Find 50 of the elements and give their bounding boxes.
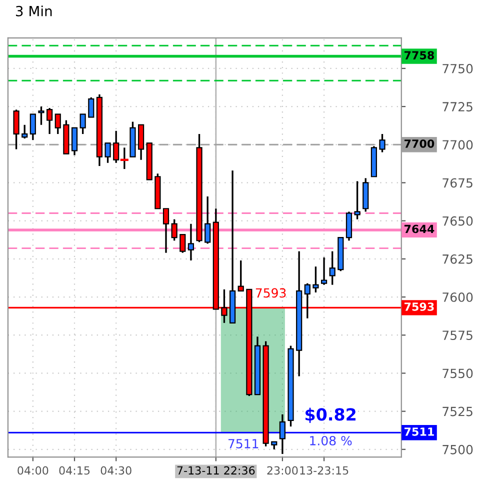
annotation: 7593 [256, 288, 286, 298]
annotation: 7511 [228, 439, 258, 448]
candlestick [204, 196, 211, 245]
candlestick [379, 133, 386, 154]
y-tick-label: 7725 [442, 102, 472, 112]
candlestick [238, 260, 244, 292]
y-tick-label: 7700 [442, 140, 473, 150]
candlestick [13, 108, 20, 150]
candlestick [312, 266, 319, 294]
candlestick [171, 218, 178, 242]
y-tick-label: 7575 [442, 330, 472, 340]
ref-line-label: 7593 [404, 302, 434, 311]
x-tick-label: 04:30 [100, 466, 132, 475]
y-tick-label: 7550 [442, 368, 473, 378]
candlestick [162, 208, 170, 254]
ref-line-label: 7758 [404, 51, 434, 60]
ref-line-label: 7700 [404, 139, 434, 148]
candlestick [30, 113, 36, 141]
y-tick-label: 7525 [442, 406, 472, 416]
x-tick-label: 04:00 [18, 466, 48, 475]
candlestick [88, 96, 94, 118]
candlestick [54, 113, 61, 135]
annotation: 1.08 % [310, 436, 352, 446]
candlestick [71, 127, 78, 156]
ref-line-label: 7644 [404, 224, 434, 234]
candlestick [188, 223, 194, 262]
candlestick [80, 113, 86, 135]
y-tick-label: 7600 [442, 292, 473, 302]
candlestick [38, 106, 44, 126]
candlestick [329, 250, 336, 286]
candlestick [354, 180, 360, 220]
candlestick [46, 107, 53, 135]
candlestick [104, 142, 111, 164]
annotation: $0.82 [306, 408, 356, 423]
candlestick [22, 124, 28, 140]
y-tick-label: 7675 [442, 178, 472, 188]
chart-title: 3 Min [16, 6, 52, 16]
candlestick [320, 256, 328, 286]
x-tick-label: 7-13-11 22:36 [177, 466, 255, 475]
x-tick-label: 13-23:15 [300, 466, 348, 475]
x-tick-label: 23:00 [267, 466, 298, 475]
candlestick [304, 282, 310, 320]
y-tick-label: 7500 [442, 444, 473, 454]
y-tick-label: 7750 [442, 64, 473, 74]
ref-line-label: 7511 [404, 428, 434, 436]
candlestick [279, 414, 286, 455]
y-tick-label: 7650 [442, 216, 473, 226]
x-tick-label: 04:15 [59, 466, 90, 475]
y-tick-label: 7625 [442, 254, 472, 264]
candlestick [180, 234, 186, 254]
